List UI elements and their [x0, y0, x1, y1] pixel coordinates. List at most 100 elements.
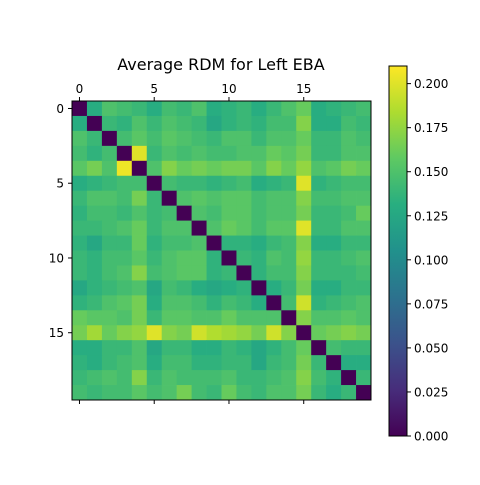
heatmap-cell-5-14 — [281, 176, 296, 191]
heatmap-cell-14-8 — [192, 310, 207, 325]
heatmap-cell-19-6 — [162, 385, 177, 400]
heatmap-cell-10-17 — [326, 251, 341, 266]
heatmap-cell-11-10 — [222, 265, 237, 280]
heatmap-cell-17-9 — [207, 355, 222, 370]
heatmap-cell-14-2 — [102, 310, 117, 325]
heatmap-cell-17-16 — [311, 355, 326, 370]
heatmap-cell-8-10 — [222, 221, 237, 236]
heatmap-cell-1-9 — [207, 116, 222, 131]
heatmap-cell-1-16 — [311, 116, 326, 131]
heatmap-cell-12-14 — [281, 280, 296, 295]
heatmap-cell-3-11 — [236, 146, 251, 161]
heatmap-cell-1-14 — [281, 116, 296, 131]
heatmap-cell-2-3 — [117, 131, 132, 146]
heatmap-cell-15-4 — [132, 325, 147, 340]
heatmap-cell-8-2 — [102, 221, 117, 236]
heatmap-cell-4-13 — [266, 161, 281, 176]
heatmap-cell-4-7 — [177, 161, 192, 176]
heatmap-cell-0-7 — [177, 101, 192, 116]
heatmap-cell-12-2 — [102, 280, 117, 295]
heatmap-cell-13-18 — [341, 295, 356, 310]
heatmap-cell-16-11 — [236, 340, 251, 355]
heatmap-cell-16-18 — [341, 340, 356, 355]
heatmap-cell-9-1 — [87, 236, 102, 251]
heatmap-cell-1-3 — [117, 116, 132, 131]
heatmap-cell-15-2 — [102, 325, 117, 340]
heatmap-cell-13-7 — [177, 295, 192, 310]
heatmap-cell-15-11 — [236, 325, 251, 340]
heatmap-cell-11-1 — [87, 265, 102, 280]
colorbar-tick-label: 0.125 — [414, 209, 448, 223]
heatmap-cell-0-19 — [356, 101, 371, 116]
heatmap-cell-5-10 — [222, 176, 237, 191]
heatmap-cell-9-19 — [356, 236, 371, 251]
colorbar-ticks: 0.000 0.025 0.050 0.075 0.100 0.125 0.150 0.175… — [407, 77, 448, 443]
heatmap-cell-12-4 — [132, 280, 147, 295]
heatmap-cell-9-14 — [281, 236, 296, 251]
heatmap-cell-14-16 — [311, 310, 326, 325]
heatmap-cell-19-18 — [341, 385, 356, 400]
heatmap-cell-15-16 — [311, 325, 326, 340]
heatmap-cell-11-3 — [117, 265, 132, 280]
colorbar-tick-label: 0.075 — [414, 297, 448, 311]
heatmap-cell-11-5 — [147, 265, 162, 280]
heatmap-cell-10-10 — [222, 251, 237, 266]
heatmap-cell-5-9 — [207, 176, 222, 191]
heatmap-cell-2-9 — [207, 131, 222, 146]
heatmap-cell-17-10 — [222, 355, 237, 370]
heatmap-cell-10-2 — [102, 251, 117, 266]
heatmap-cell-4-12 — [251, 161, 266, 176]
heatmap-cell-19-10 — [222, 385, 237, 400]
heatmap-cell-5-16 — [311, 176, 326, 191]
heatmap-cell-0-6 — [162, 101, 177, 116]
heatmap-cell-5-11 — [236, 176, 251, 191]
heatmap-cell-16-10 — [222, 340, 237, 355]
heatmap-cell-0-16 — [311, 101, 326, 116]
heatmap-cell-19-5 — [147, 385, 162, 400]
heatmap-cell-3-5 — [147, 146, 162, 161]
heatmap-cell-19-7 — [177, 385, 192, 400]
heatmap-cell-15-9 — [207, 325, 222, 340]
heatmap-cell-10-13 — [266, 251, 281, 266]
heatmap-cell-15-7 — [177, 325, 192, 340]
heatmap-cell-6-14 — [281, 191, 296, 206]
heatmap-cell-13-3 — [117, 295, 132, 310]
heatmap-cell-11-11 — [236, 265, 251, 280]
heatmap-cell-8-17 — [326, 221, 341, 236]
heatmap-cell-6-15 — [296, 191, 311, 206]
heatmap-cell-1-8 — [192, 116, 207, 131]
heatmap-cell-7-9 — [207, 206, 222, 221]
heatmap-cell-8-11 — [236, 221, 251, 236]
heatmap-cell-16-1 — [87, 340, 102, 355]
heatmap-cell-14-14 — [281, 310, 296, 325]
heatmap-cell-0-5 — [147, 101, 162, 116]
heatmap-cell-7-8 — [192, 206, 207, 221]
heatmap-cell-11-4 — [132, 265, 147, 280]
heatmap-cell-6-16 — [311, 191, 326, 206]
heatmap-cell-3-7 — [177, 146, 192, 161]
heatmap-cell-7-0 — [72, 206, 87, 221]
heatmap-cell-2-17 — [326, 131, 341, 146]
heatmap-cell-5-12 — [251, 176, 266, 191]
heatmap-cell-16-5 — [147, 340, 162, 355]
heatmap-cell-4-19 — [356, 161, 371, 176]
heatmap-cell-0-0 — [72, 101, 87, 116]
heatmap-cell-10-6 — [162, 251, 177, 266]
heatmap-cell-17-5 — [147, 355, 162, 370]
heatmap-cell-0-17 — [326, 101, 341, 116]
heatmap-cell-0-3 — [117, 101, 132, 116]
heatmap-cell-19-17 — [326, 385, 341, 400]
heatmap-cell-7-14 — [281, 206, 296, 221]
heatmap-cell-6-6 — [162, 191, 177, 206]
heatmap-cell-18-15 — [296, 370, 311, 385]
heatmap-cell-18-4 — [132, 370, 147, 385]
heatmap-cell-5-2 — [102, 176, 117, 191]
heatmap-cell-2-13 — [266, 131, 281, 146]
heatmap-cell-14-19 — [356, 310, 371, 325]
heatmap-cell-17-2 — [102, 355, 117, 370]
heatmap-cell-5-17 — [326, 176, 341, 191]
heatmap-cell-11-13 — [266, 265, 281, 280]
heatmap-cell-1-19 — [356, 116, 371, 131]
heatmap-cell-16-12 — [251, 340, 266, 355]
heatmap-cell-9-17 — [326, 236, 341, 251]
